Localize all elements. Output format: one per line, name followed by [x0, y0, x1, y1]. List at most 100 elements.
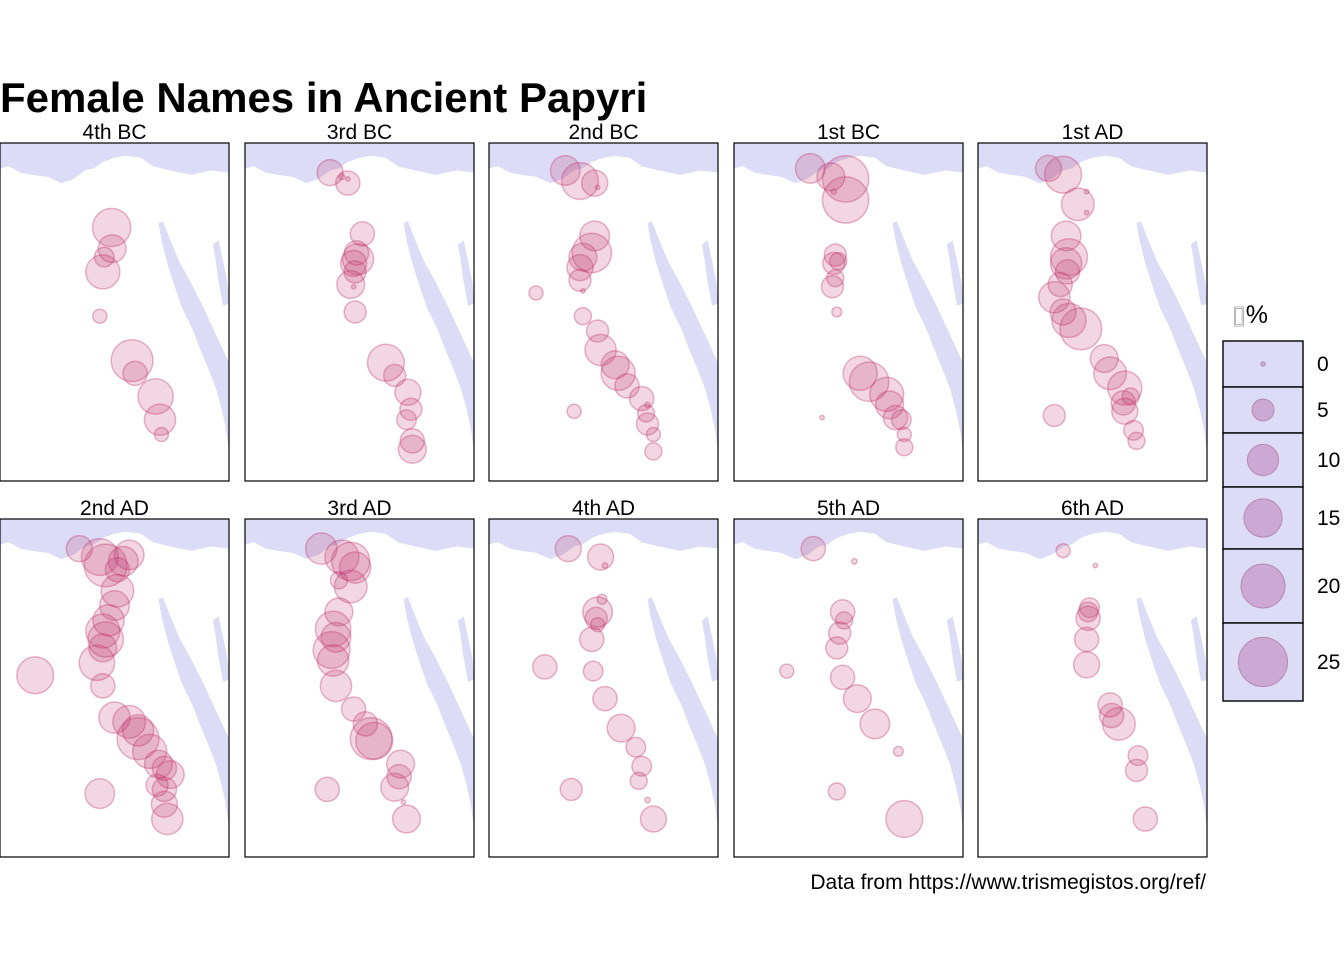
- data-point: [336, 269, 366, 300]
- panel-border: [977, 142, 1208, 482]
- data-point: [825, 636, 849, 660]
- data-point: [1079, 597, 1101, 619]
- gulf-of-aqaba: [457, 616, 474, 682]
- data-point: [1042, 403, 1067, 428]
- data-point: [829, 664, 856, 691]
- data-point: [1075, 605, 1101, 632]
- data-point: [153, 426, 170, 443]
- data-point: [110, 338, 154, 383]
- legend-title-text: %: [1246, 301, 1268, 329]
- data-point: [112, 704, 147, 739]
- data-point: [150, 802, 184, 836]
- data-point: [312, 630, 351, 670]
- mediterranean-sea: [0, 519, 229, 560]
- data-point: [644, 442, 663, 461]
- data-point: [104, 556, 131, 583]
- data-point: [560, 161, 600, 201]
- data-point: [868, 376, 905, 413]
- gulf-of-aqaba: [212, 616, 229, 682]
- data-point: [834, 611, 854, 630]
- facet-panel-1st-ad: 1st AD: [977, 121, 1208, 482]
- data-point: [340, 696, 367, 722]
- data-point: [645, 426, 662, 443]
- data-point: [1073, 626, 1100, 653]
- panel-map: [734, 519, 963, 839]
- mediterranean-sea: [245, 143, 474, 184]
- data-point: [155, 759, 185, 790]
- data-point: [1049, 298, 1077, 326]
- data-point: [1089, 343, 1119, 374]
- data-point: [882, 404, 909, 431]
- data-point: [343, 300, 367, 324]
- data-point: [1051, 302, 1087, 339]
- data-point: [330, 541, 371, 582]
- data-point: [592, 685, 618, 712]
- mediterranean-sea: [978, 143, 1207, 184]
- data-point: [896, 426, 913, 443]
- data-point: [1083, 209, 1090, 216]
- data-point: [1054, 259, 1081, 285]
- facet-label: 6th AD: [1061, 497, 1124, 520]
- data-point: [816, 162, 846, 192]
- data-point: [585, 319, 610, 343]
- data-point: [100, 573, 135, 608]
- legend-key-5: 5: [1222, 386, 1329, 434]
- data-point: [635, 412, 660, 436]
- data-point: [151, 776, 178, 803]
- legend-title: ▯%: [1232, 301, 1268, 329]
- data-point: [848, 361, 890, 403]
- mediterranean-sea: [245, 519, 474, 560]
- chart-title: Female Names in Ancient Papyri: [0, 74, 647, 121]
- data-point: [890, 409, 912, 431]
- data-point: [531, 654, 558, 680]
- data-point: [385, 749, 416, 779]
- data-point: [631, 755, 653, 777]
- data-point: [850, 557, 858, 565]
- data-point: [600, 355, 636, 392]
- data-point: [16, 656, 55, 695]
- data-point: [568, 242, 598, 272]
- legend-key-15: 15: [1222, 486, 1340, 550]
- data-point: [779, 663, 795, 679]
- data-point: [1034, 154, 1063, 183]
- mediterranean-sea: [734, 519, 963, 560]
- data-point: [1098, 702, 1125, 729]
- data-point: [644, 796, 651, 804]
- data-point: [629, 771, 648, 791]
- data-point: [580, 169, 609, 197]
- mediterranean-sea: [489, 143, 718, 184]
- data-point: [380, 772, 410, 802]
- panel-map: [978, 143, 1207, 452]
- data-point: [528, 285, 544, 301]
- data-point: [349, 717, 393, 761]
- panel-map: [0, 519, 229, 836]
- data-point: [636, 404, 656, 423]
- red-sea: [158, 597, 229, 828]
- data-point: [823, 243, 848, 267]
- data-point: [589, 616, 606, 633]
- data-point: [131, 733, 168, 770]
- data-point: [397, 434, 427, 464]
- data-point: [828, 252, 848, 271]
- data-point: [573, 306, 593, 326]
- panel-map: [489, 519, 718, 833]
- data-point: [339, 249, 368, 278]
- red-sea: [403, 597, 474, 828]
- data-point: [78, 644, 116, 682]
- data-point: [97, 233, 127, 264]
- red-sea: [403, 221, 474, 452]
- data-point: [382, 363, 407, 388]
- data-point: [579, 220, 611, 252]
- panel-map: [245, 519, 474, 834]
- data-point: [628, 385, 655, 412]
- facet-panel-3rd-bc: 3rd BC: [244, 121, 475, 482]
- facet-panel-3rd-ad: 3rd AD: [244, 497, 475, 858]
- data-point: [1132, 806, 1159, 832]
- data-point: [1037, 280, 1071, 314]
- data-point: [1059, 307, 1103, 351]
- red-sea: [1136, 221, 1207, 452]
- data-point: [399, 428, 426, 454]
- data-point: [596, 593, 608, 605]
- data-point: [829, 599, 856, 625]
- legend-title-missing-glyph: ▯: [1232, 301, 1246, 329]
